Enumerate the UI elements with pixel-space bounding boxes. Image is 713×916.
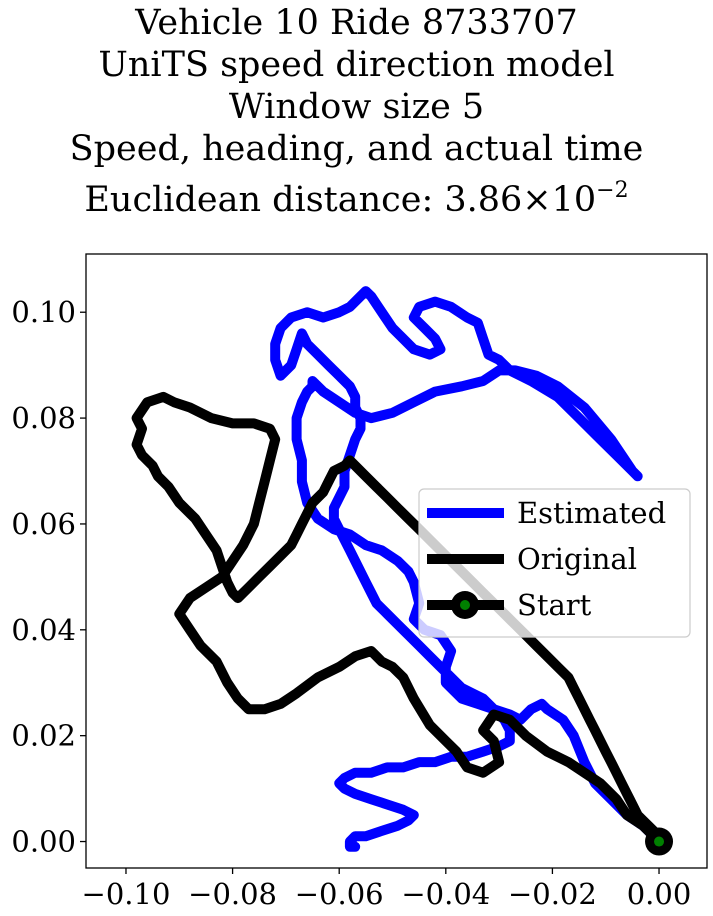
chart-title: Vehicle 10 Ride 8733707 UniTS speed dire… xyxy=(0,2,713,221)
y-tick-label: 0.10 xyxy=(11,295,76,329)
y-tick-label: 0.04 xyxy=(11,613,76,647)
y-tick-label: 0.08 xyxy=(11,401,76,435)
y-tick-label: 0.00 xyxy=(11,825,76,859)
x-tick-label: −0.06 xyxy=(295,877,384,911)
title-distance-exponent: −2 xyxy=(596,178,629,203)
legend-label-original: Original xyxy=(517,542,637,576)
series-line-original xyxy=(131,391,664,847)
title-line-3: Window size 5 xyxy=(228,87,485,127)
title-line-4: Speed, heading, and actual time xyxy=(69,129,644,169)
y-tick-label: 0.06 xyxy=(11,507,76,541)
title-line-5: Euclidean distance: 3.86×10−2 xyxy=(0,170,713,221)
x-tick-label: −0.10 xyxy=(82,877,171,911)
axes-frame xyxy=(85,253,708,869)
x-tick-label: −0.02 xyxy=(508,877,597,911)
series-line-estimated xyxy=(270,286,664,852)
y-tick-label: 0.02 xyxy=(11,719,76,753)
series-layer xyxy=(131,286,674,856)
x-tick-label: −0.04 xyxy=(401,877,490,911)
x-tick-label: −0.08 xyxy=(188,877,277,911)
legend-label-start: Start xyxy=(517,588,592,622)
start-marker xyxy=(654,836,665,847)
legend: Estimated Original Start xyxy=(418,488,691,638)
ticks-layer: −0.10 −0.08 −0.06 −0.04 −0.02 0.00 0.00 0.02 0.0… xyxy=(11,295,691,911)
x-tick-label: 0.00 xyxy=(627,877,692,911)
title-line-1: Vehicle 10 Ride 8733707 xyxy=(135,3,578,43)
title-line-2: UniTS speed direction model xyxy=(98,45,615,85)
legend-label-estimated: Estimated xyxy=(517,496,666,530)
legend-marker xyxy=(460,600,470,610)
title-distance-text: Euclidean distance: 3.86×10 xyxy=(84,180,597,220)
